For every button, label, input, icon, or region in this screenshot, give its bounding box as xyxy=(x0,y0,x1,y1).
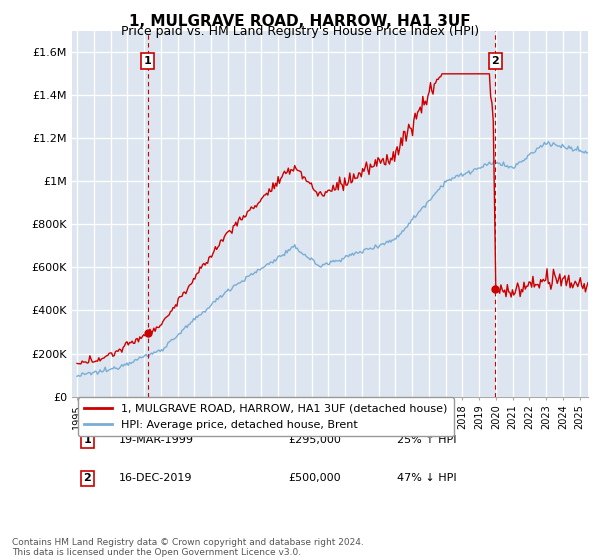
Text: 2: 2 xyxy=(83,473,91,483)
Text: Price paid vs. HM Land Registry's House Price Index (HPI): Price paid vs. HM Land Registry's House … xyxy=(121,25,479,38)
Text: 1, MULGRAVE ROAD, HARROW, HA1 3UF: 1, MULGRAVE ROAD, HARROW, HA1 3UF xyxy=(129,14,471,29)
Text: 47% ↓ HPI: 47% ↓ HPI xyxy=(397,473,457,483)
Text: 16-DEC-2019: 16-DEC-2019 xyxy=(118,473,192,483)
Text: 25% ↑ HPI: 25% ↑ HPI xyxy=(397,435,457,445)
Text: 2: 2 xyxy=(491,56,499,66)
Text: £295,000: £295,000 xyxy=(289,435,341,445)
Text: Contains HM Land Registry data © Crown copyright and database right 2024.
This d: Contains HM Land Registry data © Crown c… xyxy=(12,538,364,557)
Legend: 1, MULGRAVE ROAD, HARROW, HA1 3UF (detached house), HPI: Average price, detached: 1, MULGRAVE ROAD, HARROW, HA1 3UF (detac… xyxy=(77,397,454,436)
Text: 19-MAR-1999: 19-MAR-1999 xyxy=(118,435,193,445)
Text: 1: 1 xyxy=(83,435,91,445)
Text: 1: 1 xyxy=(143,56,151,66)
Text: £500,000: £500,000 xyxy=(289,473,341,483)
